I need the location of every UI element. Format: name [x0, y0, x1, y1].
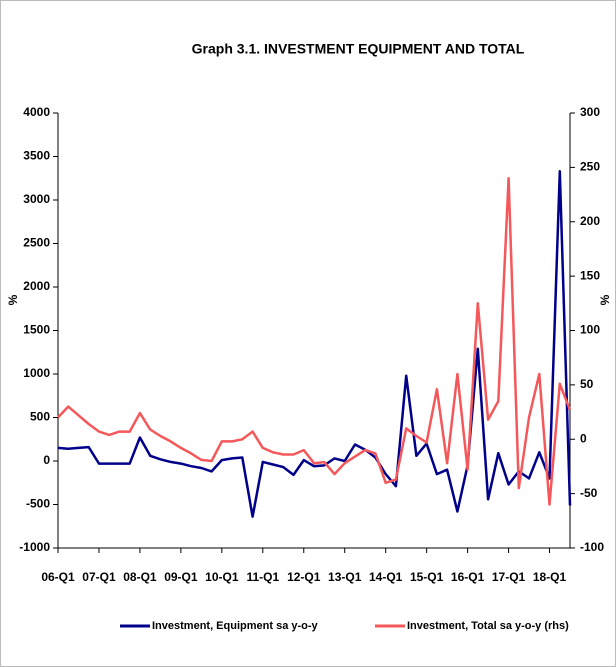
y-tick-label: -1000: [19, 540, 50, 554]
y2-tick-label: -50: [580, 486, 598, 500]
series-line: [57, 177, 572, 506]
y-tick-label: 2000: [23, 279, 50, 293]
x-tick-label: 11-Q1: [246, 570, 279, 584]
x-tick-label: 08-Q1: [123, 570, 157, 584]
x-tick-label: 17-Q1: [492, 570, 526, 584]
y2-tick-label: 50: [580, 377, 594, 391]
y2-tick-label: 150: [580, 268, 600, 282]
y-tick-label: 0: [43, 453, 50, 467]
x-tick-label: 13-Q1: [328, 570, 362, 584]
y-tick-label: 2500: [23, 236, 50, 250]
x-tick-label: 10-Q1: [205, 570, 239, 584]
y-tick-label: 3000: [23, 192, 50, 206]
x-tick-label: 14-Q1: [369, 570, 403, 584]
y-tick-label: 3500: [23, 149, 50, 163]
y2-tick-label: 0: [580, 431, 587, 445]
y2-tick-label: -100: [580, 540, 604, 554]
y-tick-label: 1500: [23, 323, 50, 337]
x-tick-label: 18-Q1: [533, 570, 567, 584]
legend-label: Investment, Total sa y-o-y (rhs): [407, 620, 569, 632]
y-tick-label: 1000: [23, 366, 50, 380]
y2-tick-label: 200: [580, 214, 600, 228]
x-tick-label: 12-Q1: [287, 570, 321, 584]
x-tick-label: 16-Q1: [451, 570, 485, 584]
y2-axis-label: %: [598, 294, 612, 305]
y2-tick-label: 300: [580, 105, 600, 119]
x-tick-label: 06-Q1: [41, 570, 75, 584]
y-axis-label: %: [6, 294, 20, 305]
y2-tick-label: 100: [580, 323, 600, 337]
legend-label: Investment, Equipment sa y-o-y: [152, 620, 319, 632]
x-tick-label: 09-Q1: [164, 570, 198, 584]
y-tick-label: 4000: [23, 105, 50, 119]
x-tick-label: 07-Q1: [82, 570, 116, 584]
y2-tick-label: 250: [580, 160, 600, 174]
chart-title: Graph 3.1. INVESTMENT EQUIPMENT AND TOTA…: [192, 41, 525, 57]
series-line: [57, 170, 572, 518]
y-tick-label: -500: [26, 497, 50, 511]
x-tick-label: 15-Q1: [410, 570, 444, 584]
y-tick-label: 500: [30, 410, 50, 424]
